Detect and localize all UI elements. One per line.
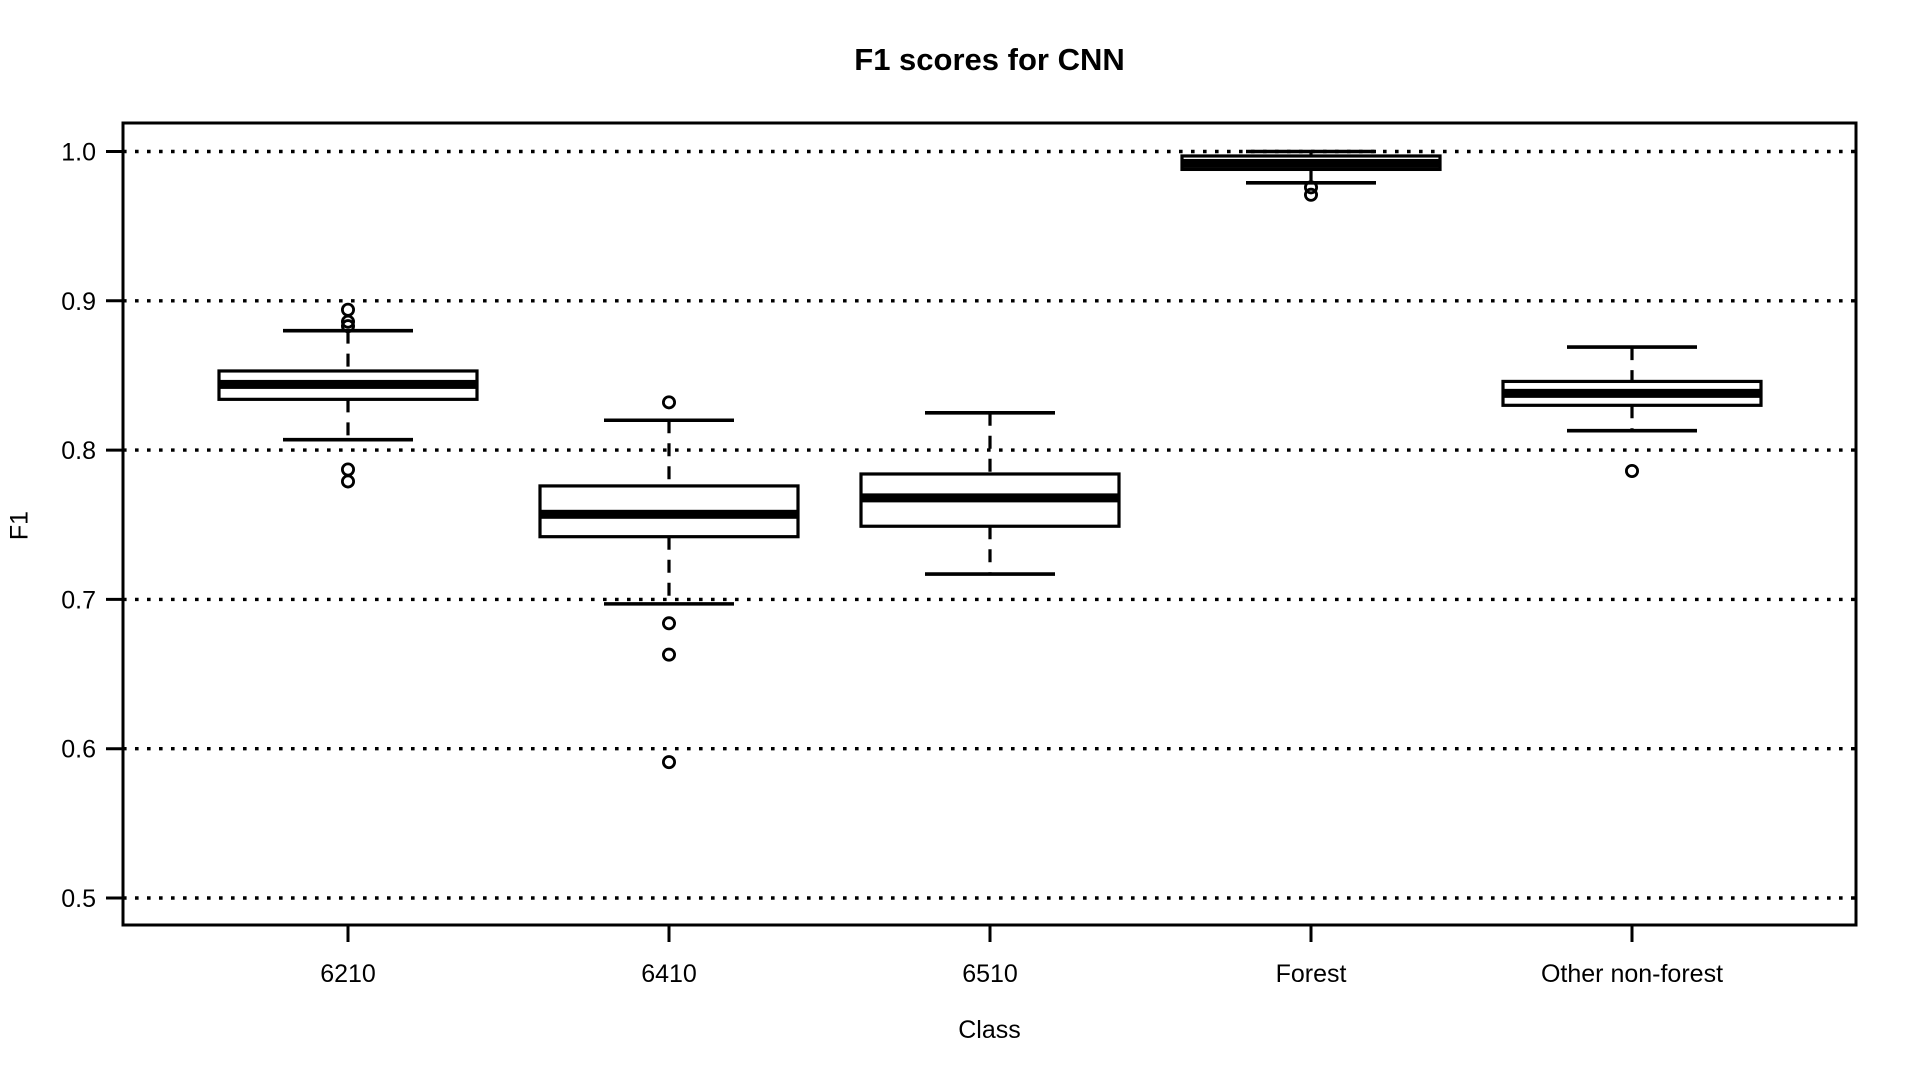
outlier-point <box>1304 180 1319 195</box>
y-tick-label: 0.8 <box>61 437 96 465</box>
outlier-point <box>340 314 355 329</box>
y-tick-label: 0.7 <box>61 586 96 614</box>
outlier-point <box>340 474 355 489</box>
median-line <box>861 493 1119 503</box>
outlier-point <box>340 462 355 477</box>
median-line <box>540 509 798 519</box>
y-tick-label: 0.9 <box>61 288 96 316</box>
outlier-point <box>662 755 677 770</box>
y-tick-label: 0.6 <box>61 736 96 764</box>
outlier-point <box>1304 187 1319 202</box>
chart-title: F1 scores for CNN <box>854 42 1125 77</box>
x-axis-title: Class <box>958 1016 1021 1044</box>
outlier-point <box>340 319 355 334</box>
x-tick-label: 6410 <box>641 960 697 988</box>
x-tick-label: Forest <box>1276 960 1347 988</box>
outlier-point <box>1625 464 1640 479</box>
median-line <box>1503 388 1761 398</box>
y-axis-title: F1 <box>5 510 34 541</box>
outlier-point <box>662 647 677 662</box>
outlier-point <box>662 616 677 631</box>
y-tick-label: 1.0 <box>61 139 96 167</box>
median-line <box>219 379 477 389</box>
median-line <box>1182 158 1440 168</box>
x-tick-label: 6210 <box>320 960 376 988</box>
x-tick-label: Other non-forest <box>1541 960 1723 988</box>
outlier-point <box>340 302 355 317</box>
y-tick-label: 0.5 <box>61 885 96 913</box>
x-tick-label: 6510 <box>962 960 1018 988</box>
outlier-point <box>662 395 677 410</box>
